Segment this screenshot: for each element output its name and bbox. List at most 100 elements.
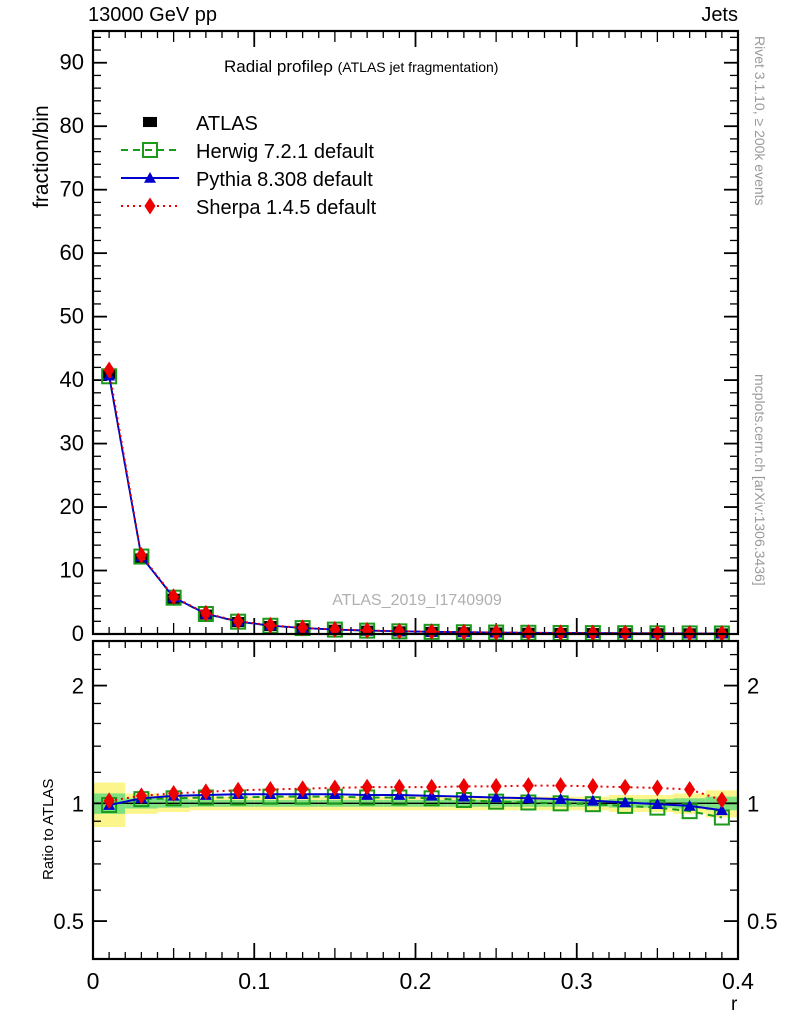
marker-sherpa	[200, 604, 212, 622]
x-tick-label: 0	[87, 968, 100, 994]
marker-sherpa	[651, 779, 663, 797]
ratio-error-bands	[93, 782, 738, 827]
marker-sherpa	[426, 623, 438, 641]
y-tick-label: 20	[60, 494, 84, 519]
marker-sherpa	[393, 778, 405, 796]
header-right-label: Jets	[701, 4, 738, 26]
marker-sherpa	[490, 623, 502, 641]
ratio-y-tick-label: 0.5	[53, 909, 84, 934]
y-tick-label: 80	[60, 113, 84, 138]
y-tick-label: 60	[60, 240, 84, 265]
marker-sherpa	[135, 787, 147, 805]
marker-sherpa	[297, 780, 309, 798]
legend-item[interactable]: Sherpa 1.4.5 default	[121, 197, 377, 219]
marker-sherpa	[200, 783, 212, 801]
ratio-series-sherpa	[103, 777, 728, 810]
marker-pythia	[683, 799, 696, 811]
panel-frames	[91, 29, 740, 961]
legend-item[interactable]: ATLAS	[143, 113, 258, 135]
marker-sherpa	[393, 622, 405, 640]
series-line	[108, 369, 722, 635]
legend-label: Herwig 7.2.1 default	[196, 141, 374, 163]
ratio-y-tick-label: 0.5	[747, 909, 778, 934]
ratio-y-tick-label: 1	[747, 791, 759, 816]
marker-sherpa	[329, 779, 341, 797]
marker-sherpa	[168, 784, 180, 802]
x-tick-label: 0.1	[238, 968, 270, 994]
x-tick-label: 0.2	[400, 968, 432, 994]
marker-sherpa	[522, 777, 534, 795]
marker-sherpa	[103, 361, 115, 379]
marker-herwig	[142, 142, 158, 158]
plot-title-symbol: ρ	[323, 57, 333, 76]
series-sherpa	[103, 361, 728, 642]
legend-label: Sherpa 1.4.5 default	[196, 197, 377, 219]
marker-pythia	[554, 793, 567, 804]
marker-atlas	[143, 116, 157, 128]
ratio-y-tick-label: 1	[72, 791, 84, 816]
plot-title: Radial profileρ (ATLAS jet fragmentation…	[224, 57, 498, 77]
marker-sherpa	[684, 781, 696, 798]
marker-pythia	[651, 798, 664, 809]
x-tick-label: 0.3	[561, 968, 593, 994]
ratio-y-tick-label: 2	[72, 674, 84, 699]
ratio-panel-series	[101, 777, 730, 826]
marker-sherpa	[329, 620, 341, 638]
watermark-text: ATLAS_2019_I1740909	[332, 592, 502, 609]
marker-sherpa	[135, 546, 147, 564]
y-tick-label: 90	[60, 50, 84, 75]
header-left-label: 13000 GeV pp	[88, 4, 217, 26]
marker-sherpa	[232, 781, 244, 799]
marker-sherpa	[168, 588, 180, 606]
y-tick-label: 40	[60, 367, 84, 392]
main-panel-frame	[91, 29, 740, 636]
plot-title-suffix: (ATLAS jet fragmentation)	[337, 59, 499, 75]
marker-pythia	[715, 804, 728, 816]
marker-sherpa	[264, 781, 276, 798]
marker-sherpa	[458, 623, 470, 641]
marker-sherpa	[103, 792, 115, 810]
marker-sherpa	[490, 777, 502, 795]
marker-pythia	[522, 792, 535, 804]
legend-item[interactable]: Pythia 8.308 default	[121, 169, 373, 191]
legend-item[interactable]: Herwig 7.2.1 default	[121, 141, 374, 163]
marker-sherpa	[361, 621, 373, 639]
marker-pythia	[490, 791, 503, 803]
series-line	[108, 795, 723, 819]
marker-sherpa	[426, 778, 438, 796]
marker-sherpa	[619, 778, 631, 796]
legend: ATLAS Herwig 7.2.1 default Pythia 8.308 de…	[121, 113, 377, 219]
x-axis-label: r	[731, 994, 738, 1015]
y-tick-label: 10	[60, 558, 84, 583]
y-tick-label: 70	[60, 177, 84, 202]
y-tick-label: 50	[60, 304, 84, 329]
marker-sherpa	[232, 612, 244, 630]
marker-sherpa	[555, 624, 567, 642]
marker-sherpa	[587, 777, 599, 795]
marker-sherpa	[458, 777, 470, 795]
ratio-x-ticks: 0 0.1 0.2 0.3 0.4	[87, 641, 754, 994]
marker-sherpa	[264, 616, 276, 634]
marker-pythia	[457, 790, 470, 802]
marker-sherpa	[522, 624, 534, 642]
y-tick-label: 30	[60, 431, 84, 456]
marker-sherpa	[716, 791, 728, 809]
marker-pythia	[619, 796, 632, 808]
legend-label: ATLAS	[196, 113, 258, 135]
marker-pythia	[586, 794, 599, 806]
marker-sherpa	[555, 777, 567, 795]
marker-sherpa	[361, 778, 373, 796]
y-tick-label: 0	[72, 621, 84, 646]
plot-title-main: Radial profile	[224, 57, 324, 76]
ratio-panel-frame	[91, 639, 740, 961]
marker-sherpa	[297, 619, 309, 637]
main-y-ticks: 0 10 20 30 40 50 60 70 80 90	[60, 36, 738, 646]
ratio-y-tick-label: 2	[747, 674, 759, 699]
main-x-ticks	[92, 31, 739, 634]
marker-pythia	[144, 172, 156, 183]
series-line	[108, 793, 723, 812]
watermark: ATLAS_2019_I1740909	[332, 592, 502, 609]
legend-label: Pythia 8.308 default	[196, 169, 373, 191]
